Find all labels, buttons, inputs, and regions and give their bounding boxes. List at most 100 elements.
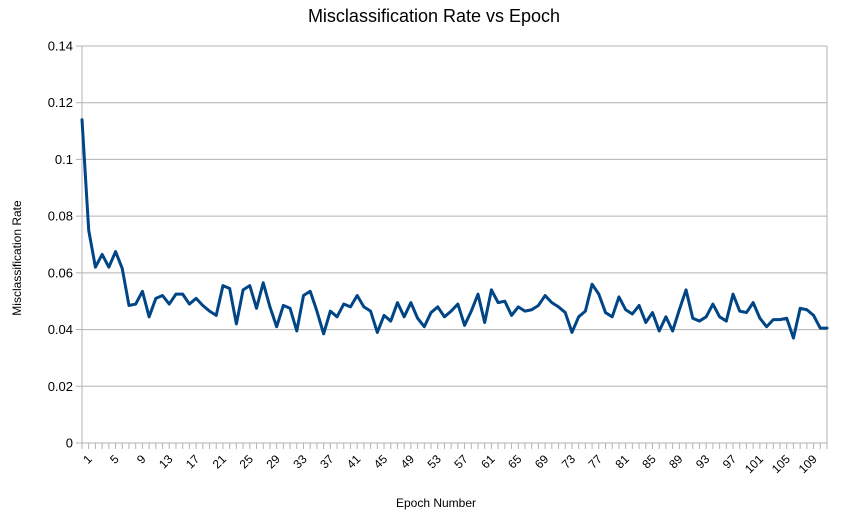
data-point: [275, 325, 278, 328]
data-point: [80, 118, 84, 121]
y-tick-label: 0.04: [48, 322, 73, 337]
data-point: [564, 311, 567, 314]
data-point: [798, 307, 802, 310]
axes: [76, 45, 828, 449]
data-point: [624, 308, 627, 311]
grid-lines: [82, 45, 827, 444]
x-tick-label: 29: [263, 452, 283, 472]
x-tick-label: 69: [532, 452, 552, 472]
x-tick-label: 53: [425, 452, 445, 472]
data-point: [611, 315, 614, 319]
data-point: [288, 307, 292, 310]
data-point: [248, 284, 251, 287]
x-tick-label: 77: [586, 452, 606, 472]
x-axis-label: Epoch Number: [396, 496, 476, 510]
x-tick-label: 13: [156, 452, 176, 472]
data-point: [255, 307, 258, 310]
data-point: [758, 317, 762, 320]
data-point: [228, 287, 231, 290]
x-tick-label: 45: [371, 452, 391, 472]
x-tick-label: 93: [693, 452, 713, 472]
x-tick-label: 105: [769, 452, 793, 476]
data-point: [416, 317, 419, 320]
data-point: [168, 302, 171, 306]
y-tick-label: 0.08: [48, 209, 73, 224]
x-tick-label: 61: [478, 452, 498, 472]
y-tick-label: 0.1: [55, 152, 73, 167]
data-point: [510, 314, 513, 317]
data-point: [637, 304, 641, 307]
data-point: [161, 294, 164, 297]
data-point: [355, 294, 359, 297]
data-point: [543, 294, 547, 297]
data-point: [449, 309, 453, 313]
data-point: [349, 305, 352, 309]
data-point: [107, 265, 111, 269]
data-point: [537, 304, 540, 307]
data-point: [87, 229, 90, 232]
data-point: [100, 253, 104, 256]
data-point: [792, 336, 795, 340]
data-point: [651, 311, 654, 314]
data-point: [409, 301, 413, 304]
data-point: [201, 304, 205, 307]
data-point: [557, 305, 560, 309]
data-point: [772, 318, 775, 321]
data-point: [590, 283, 594, 286]
y-tick-label: 0.12: [48, 95, 73, 110]
x-tick-label: 73: [559, 452, 579, 472]
data-point: [335, 315, 339, 319]
x-tick-label: 25: [237, 452, 257, 472]
data-point: [778, 318, 782, 321]
data-point: [114, 250, 117, 253]
data-point: [141, 290, 144, 293]
y-tick-label: 0.02: [48, 379, 73, 394]
data-point: [490, 288, 493, 292]
data-point: [389, 319, 392, 323]
data-point: [396, 301, 399, 304]
data-point: [812, 314, 815, 317]
series-line-group: [80, 118, 829, 340]
data-point: [443, 315, 446, 319]
data-point: [725, 319, 728, 323]
data-point: [658, 329, 661, 333]
data-point: [745, 311, 748, 314]
data-point: [825, 326, 829, 330]
data-point: [704, 315, 708, 319]
data-point: [765, 325, 768, 328]
data-point: [94, 265, 97, 269]
data-point: [470, 309, 473, 313]
x-tick-label: 21: [210, 452, 230, 472]
data-point: [604, 311, 607, 314]
data-point: [268, 305, 272, 309]
x-tick-label: 97: [720, 452, 740, 472]
data-point: [382, 314, 386, 317]
data-point: [785, 317, 788, 320]
data-point: [362, 305, 366, 309]
data-point: [436, 305, 439, 309]
data-point: [631, 312, 634, 316]
data-point: [181, 292, 184, 296]
data-point: [684, 288, 688, 292]
data-point: [584, 309, 587, 313]
data-point: [738, 309, 741, 313]
data-point: [329, 309, 332, 313]
data-point: [282, 304, 285, 307]
data-point: [731, 292, 735, 296]
data-point: [308, 290, 312, 293]
data-point: [503, 300, 507, 303]
x-tick-label: 49: [398, 452, 418, 472]
data-point: [805, 308, 809, 311]
data-point: [215, 314, 218, 317]
data-point: [550, 301, 554, 304]
data-point: [664, 315, 668, 319]
x-tick-label: 109: [796, 452, 820, 476]
series-line: [80, 118, 829, 340]
data-point: [523, 309, 527, 313]
data-point: [597, 292, 601, 296]
data-point: [369, 309, 372, 313]
y-tick-labels: 0 0.02 0.04 0.06 0.08 0.1 0.12 0.14: [48, 39, 73, 451]
data-point: [423, 325, 426, 328]
x-tick-label: 41: [344, 452, 364, 472]
